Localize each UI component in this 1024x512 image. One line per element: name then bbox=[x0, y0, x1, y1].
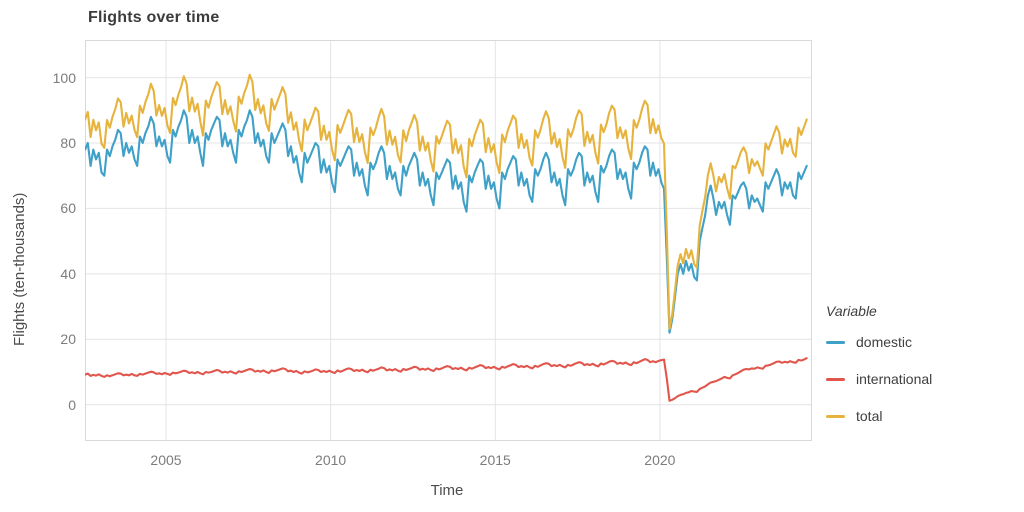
legend-item-international: international bbox=[826, 371, 932, 387]
y-tick-label: 20 bbox=[60, 331, 76, 348]
legend-item-domestic: domestic bbox=[826, 334, 932, 350]
x-axis-title: Time bbox=[430, 482, 464, 499]
series-domestic bbox=[85, 109, 808, 334]
legend-label-international: international bbox=[856, 371, 933, 387]
legend-label-domestic: domestic bbox=[856, 334, 913, 350]
x-tick-label: 2015 bbox=[479, 452, 511, 468]
legend-label-total: total bbox=[856, 408, 883, 424]
y-tick-label: 100 bbox=[52, 69, 76, 86]
x-tick-label: 2020 bbox=[644, 452, 676, 468]
series-international bbox=[85, 357, 808, 402]
y-tick-label: 0 bbox=[68, 396, 76, 413]
legend: Variable domestic international total bbox=[826, 303, 932, 445]
legend-swatch-international-icon bbox=[826, 377, 845, 381]
legend-title: Variable bbox=[826, 303, 877, 319]
legend-swatch-total-icon bbox=[826, 414, 845, 418]
chart-title: Flights over time bbox=[88, 9, 220, 26]
legend-swatch-domestic-icon bbox=[826, 340, 845, 344]
y-axis-title: Flights (ten-thousands) bbox=[11, 192, 28, 346]
y-tick-label: 80 bbox=[60, 135, 76, 152]
plot-area bbox=[85, 40, 812, 441]
series-total bbox=[85, 73, 808, 330]
y-tick-label: 60 bbox=[60, 200, 76, 217]
legend-item-total: total bbox=[826, 408, 932, 424]
x-tick-label: 2005 bbox=[150, 452, 182, 468]
x-tick-label: 2010 bbox=[315, 452, 347, 468]
y-tick-label: 40 bbox=[60, 265, 76, 282]
plot-frame bbox=[85, 40, 812, 441]
